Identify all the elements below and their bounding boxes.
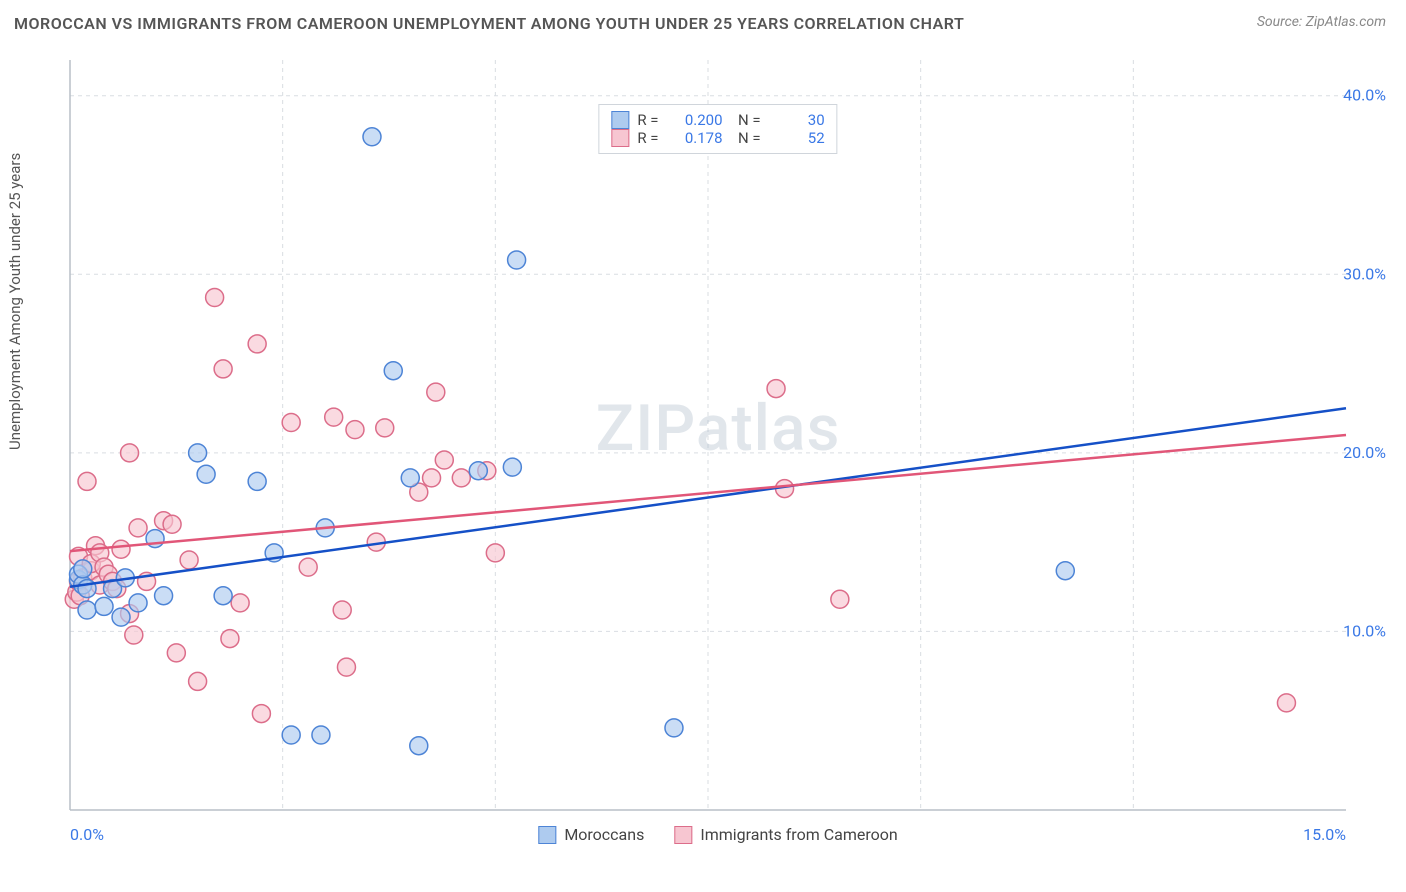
scatter-point-cameroon (121, 444, 139, 462)
scatter-point-cameroon (125, 626, 143, 644)
y-tick-label: 10.0% (1343, 621, 1386, 640)
swatch-icon (674, 826, 692, 844)
scatter-point-moroccans (248, 472, 266, 490)
watermark: ZIPatlas (596, 391, 841, 466)
scatter-point-moroccans (665, 719, 683, 737)
scatter-point-moroccans (401, 469, 419, 487)
scatter-point-cameroon (180, 551, 198, 569)
legend-row-cameroon: R = 0.178 N = 52 (611, 129, 824, 147)
legend-n-value: 52 (769, 129, 825, 147)
legend-n-label: N = (731, 111, 761, 129)
scatter-point-cameroon (423, 469, 441, 487)
legend-label: Immigrants from Cameroon (700, 825, 897, 844)
scatter-point-moroccans (129, 594, 147, 612)
scatter-chart: ZIPatlas 10.0% 20.0% 30.0% 40.0% 0.0% 15.0% (50, 50, 1386, 850)
scatter-point-cameroon (112, 540, 130, 558)
scatter-point-moroccans (95, 597, 113, 615)
scatter-point-cameroon (767, 380, 785, 398)
chart-title: MOROCCAN VS IMMIGRANTS FROM CAMEROON UNE… (14, 14, 964, 33)
scatter-point-moroccans (214, 587, 232, 605)
scatter-point-moroccans (384, 362, 402, 380)
scatter-point-moroccans (78, 601, 96, 619)
legend-r-value: 0.178 (667, 129, 723, 147)
scatter-point-moroccans (112, 608, 130, 626)
scatter-point-cameroon (299, 558, 317, 576)
legend-r-label: R = (637, 111, 658, 129)
series-legend: Moroccans Immigrants from Cameroon (538, 825, 897, 844)
scatter-point-moroccans (1056, 562, 1074, 580)
scatter-point-cameroon (486, 544, 504, 562)
scatter-point-cameroon (337, 658, 355, 676)
legend-item-moroccans: Moroccans (538, 825, 644, 844)
swatch-icon (538, 826, 556, 844)
scatter-point-moroccans (363, 128, 381, 146)
scatter-point-moroccans (508, 251, 526, 269)
y-tick-label: 40.0% (1343, 86, 1386, 105)
scatter-point-cameroon (129, 519, 147, 537)
scatter-point-cameroon (346, 421, 364, 439)
scatter-point-cameroon (376, 419, 394, 437)
scatter-point-cameroon (252, 705, 270, 723)
scatter-point-cameroon (427, 383, 445, 401)
scatter-point-moroccans (189, 444, 207, 462)
legend-r-value: 0.200 (667, 111, 723, 129)
y-tick-label: 30.0% (1343, 264, 1386, 283)
scatter-point-moroccans (155, 587, 173, 605)
scatter-point-cameroon (831, 590, 849, 608)
y-tick-label: 20.0% (1343, 443, 1386, 462)
scatter-point-moroccans (282, 726, 300, 744)
scatter-point-moroccans (410, 737, 428, 755)
y-axis-label: Unemployment Among Youth under 25 years (6, 153, 24, 450)
scatter-point-cameroon (325, 408, 343, 426)
scatter-point-cameroon (1277, 694, 1295, 712)
legend-n-label: N = (731, 129, 761, 147)
scatter-point-cameroon (78, 472, 96, 490)
scatter-point-cameroon (452, 469, 470, 487)
correlation-legend: R = 0.200 N = 30 R = 0.178 N = 52 (598, 104, 837, 154)
scatter-point-moroccans (312, 726, 330, 744)
scatter-point-cameroon (163, 515, 181, 533)
scatter-point-cameroon (214, 360, 232, 378)
scatter-point-cameroon (282, 414, 300, 432)
legend-n-value: 30 (769, 111, 825, 129)
x-tick-label: 0.0% (70, 825, 104, 844)
scatter-point-cameroon (167, 644, 185, 662)
scatter-point-cameroon (221, 630, 239, 648)
x-tick-label: 15.0% (1303, 825, 1346, 844)
legend-row-moroccans: R = 0.200 N = 30 (611, 111, 824, 129)
scatter-point-cameroon (189, 672, 207, 690)
scatter-point-moroccans (469, 462, 487, 480)
swatch-icon (611, 129, 629, 147)
legend-item-cameroon: Immigrants from Cameroon (674, 825, 897, 844)
scatter-point-cameroon (231, 594, 249, 612)
scatter-point-cameroon (206, 289, 224, 307)
chart-area: ZIPatlas 10.0% 20.0% 30.0% 40.0% 0.0% 15.0% R… (50, 50, 1386, 850)
legend-label: Moroccans (564, 825, 644, 844)
scatter-point-moroccans (503, 458, 521, 476)
legend-r-label: R = (637, 129, 658, 147)
scatter-point-moroccans (197, 465, 215, 483)
scatter-point-cameroon (248, 335, 266, 353)
scatter-point-moroccans (74, 560, 92, 578)
scatter-point-cameroon (333, 601, 351, 619)
scatter-point-cameroon (435, 451, 453, 469)
swatch-icon (611, 111, 629, 129)
source-label: Source: ZipAtlas.com (1257, 14, 1386, 30)
